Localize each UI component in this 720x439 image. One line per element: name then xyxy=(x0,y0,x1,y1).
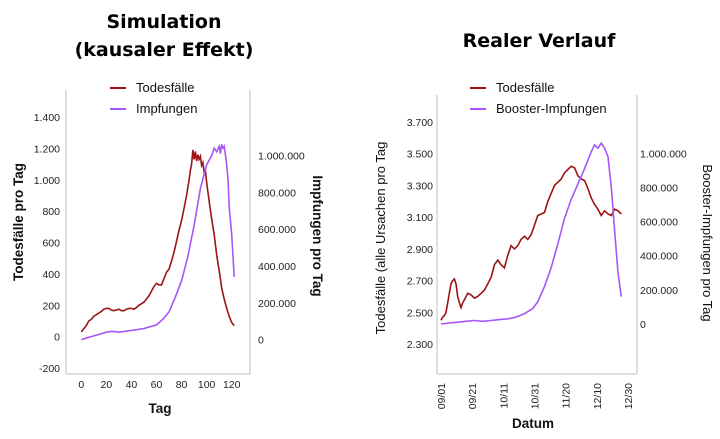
y-left-tick-label: 2.900 xyxy=(407,244,433,256)
x-tick-label: 20 xyxy=(101,379,113,391)
x-ticks: 0 20 40 60 80 100 120 xyxy=(78,379,240,391)
y-left-tick-label: 1.200 xyxy=(34,143,60,155)
x-tick-label: 10/31 xyxy=(530,383,542,409)
y-right-tick-label: 0 xyxy=(640,319,646,331)
y-right-tick-label: 1.000.000 xyxy=(640,148,687,160)
y-left-ticks: 1.400 1.200 1.000 800 600 400 200 0 -200 xyxy=(34,112,60,375)
y-right-tick-label: 400.000 xyxy=(640,251,678,263)
series-line-deaths xyxy=(440,165,622,321)
y-right-ticks: 1.000.000 800.000 600.000 400.000 200.000 0 xyxy=(640,148,687,331)
legend: Todesfälle Booster-Impfungen xyxy=(470,80,607,116)
x-tick-label: 100 xyxy=(198,379,216,391)
y-left-axis-label: Todesfälle pro Tag xyxy=(11,163,26,281)
x-tick-label: 11/20 xyxy=(561,383,573,409)
y-left-tick-label: 3.500 xyxy=(407,149,433,161)
y-left-tick-label: 3.300 xyxy=(407,180,433,192)
y-right-tick-label: 0 xyxy=(258,335,264,347)
y-right-tick-label: 1.000.000 xyxy=(258,150,305,162)
chart-title: Realer Verlauf xyxy=(463,30,617,52)
legend-label-vaccinations: Impfungen xyxy=(136,101,197,116)
y-left-axis-label: Todesfälle (alle Ursachen pro Tag xyxy=(373,142,388,335)
x-tick-label: 09/01 xyxy=(436,383,448,409)
y-left-tick-label: 2.700 xyxy=(407,276,433,288)
y-left-tick-label: 2.500 xyxy=(407,307,433,319)
x-tick-label: 10/11 xyxy=(498,383,510,409)
y-left-tick-label: 1.400 xyxy=(34,112,60,124)
chart-title-line2: (kausaler Effekt) xyxy=(75,39,254,61)
legend-label-deaths: Todesfälle xyxy=(496,80,555,95)
y-right-tick-label: 600.000 xyxy=(258,224,296,236)
y-left-tick-label: 3.100 xyxy=(407,212,433,224)
legend-label-vaccinations: Booster-Impfungen xyxy=(496,101,607,116)
y-left-tick-label: -200 xyxy=(39,363,60,375)
y-left-tick-label: 2.300 xyxy=(407,339,433,351)
y-right-tick-label: 200.000 xyxy=(640,285,678,297)
x-tick-label: 60 xyxy=(151,379,163,391)
y-right-tick-label: 800.000 xyxy=(258,187,296,199)
series-line-booster xyxy=(440,141,623,325)
chart-simulation: Simulation (kausaler Effekt) 1.4001.2001… xyxy=(11,11,325,416)
x-axis-label: Tag xyxy=(149,401,172,416)
x-tick-label: 09/21 xyxy=(467,383,479,409)
y-left-ticks: 3.700 3.500 3.300 3.100 2.900 2.700 2.500 2.300 xyxy=(407,117,433,351)
y-left-tick-label: 1.000 xyxy=(34,175,60,187)
y-right-axis-label: Impfungen pro Tag xyxy=(310,175,325,296)
x-tick-label: 120 xyxy=(223,379,241,391)
series-line-deaths xyxy=(80,149,235,333)
chart-real: Realer Verlauf 3.700 3.500 3.300 3.100 2.900… xyxy=(373,30,715,431)
chart-title-line1: Simulation xyxy=(106,11,221,33)
y-right-tick-label: 200.000 xyxy=(258,298,296,310)
x-axis-label: Datum xyxy=(512,416,554,431)
x-tick-label: 0 xyxy=(78,379,84,391)
x-tick-label: 40 xyxy=(126,379,138,391)
legend-label-deaths: Todesfälle xyxy=(136,80,195,95)
y-left-tick-label: 200 xyxy=(42,300,60,312)
y-right-ticks: 1.000.000 800.000 600.000 400.000 200.000 0 xyxy=(258,150,305,346)
y-left-tick-label: 400 xyxy=(42,269,60,281)
x-ticks: 09/01 09/21 10/11 10/31 11/20 12/10 12/30 xyxy=(436,383,635,409)
x-tick-label: 12/30 xyxy=(623,383,635,409)
y-right-tick-label: 400.000 xyxy=(258,261,296,273)
y-right-tick-label: 600.000 xyxy=(640,217,678,229)
y-right-tick-label: 800.000 xyxy=(640,182,678,194)
y-right-axis-label: Booster-Impfungen pro Tag xyxy=(700,164,715,321)
y-left-tick-label: 0 xyxy=(54,332,60,344)
series-line-vaccinations xyxy=(81,143,235,341)
x-tick-label: 80 xyxy=(176,379,188,391)
y-left-tick-label: 600 xyxy=(42,238,60,250)
y-left-tick-label: 3.700 xyxy=(407,117,433,129)
y-left-tick-label: 800 xyxy=(42,206,60,218)
legend: Todesfälle Impfungen xyxy=(110,80,197,116)
x-tick-label: 12/10 xyxy=(592,383,604,409)
